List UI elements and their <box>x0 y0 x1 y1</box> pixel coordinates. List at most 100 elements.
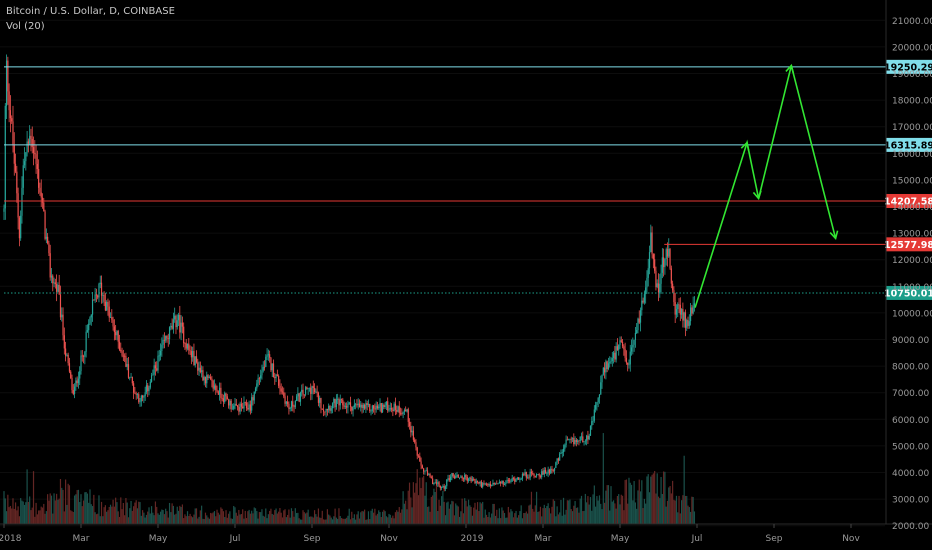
volume-bar <box>516 517 518 524</box>
candle-body <box>280 388 282 392</box>
candle-body <box>75 380 77 387</box>
volume-bar <box>304 513 307 524</box>
candle-body <box>524 472 526 475</box>
volume-bar <box>648 492 651 524</box>
volume-bar <box>157 513 159 524</box>
volume-bar <box>443 501 445 524</box>
volume-bar <box>571 511 574 524</box>
candle-body <box>22 165 24 188</box>
volume-bars <box>3 433 696 524</box>
volume-bar <box>65 479 67 524</box>
candle-body <box>272 363 275 378</box>
candle-body <box>225 393 227 397</box>
volume-bar <box>416 469 418 524</box>
volume-bar <box>165 508 167 524</box>
volume-bar <box>595 506 597 524</box>
candle-body <box>430 477 432 479</box>
candle-body <box>432 478 434 485</box>
candle-body <box>20 215 22 239</box>
volume-bar <box>8 507 10 524</box>
volume-bar <box>321 510 323 524</box>
volume-bar <box>185 516 187 524</box>
candle-body <box>163 339 166 341</box>
candle-body <box>455 476 457 478</box>
volume-bar <box>465 500 467 524</box>
volume-legend[interactable]: Vol (20) <box>6 21 45 32</box>
volume-bar <box>482 501 484 524</box>
volume-bar <box>340 518 343 524</box>
candle-body <box>633 339 635 345</box>
candle-body <box>150 375 153 382</box>
volume-bar <box>511 511 513 524</box>
projection-line[interactable] <box>694 65 837 308</box>
volume-bar <box>444 515 447 524</box>
candle-body <box>460 476 462 478</box>
candle-body <box>439 485 441 488</box>
volume-bar <box>319 517 321 524</box>
volume-bar <box>242 509 244 524</box>
volume-bar <box>279 508 281 524</box>
volume-bar <box>31 507 33 524</box>
candle-body <box>429 474 431 478</box>
volume-bar <box>474 502 476 524</box>
volume-bar <box>339 516 341 524</box>
volume-bar <box>140 515 142 524</box>
candle-body <box>112 319 114 327</box>
candle-body <box>115 332 117 336</box>
volume-bar <box>270 508 272 524</box>
volume-bar <box>438 499 440 524</box>
candle-body <box>478 482 480 484</box>
candle-body <box>521 473 524 479</box>
volume-bar <box>566 500 568 524</box>
candle-body <box>487 484 489 486</box>
candle-body <box>322 409 325 412</box>
volume-bar <box>415 483 417 524</box>
candle-body <box>288 403 290 409</box>
volume-bar <box>231 518 234 524</box>
volume-bar <box>161 509 163 524</box>
volume-bar <box>638 479 640 524</box>
volume-bar <box>687 505 689 524</box>
volume-bar <box>483 517 485 524</box>
volume-bar <box>462 513 465 524</box>
candle-body <box>185 343 187 349</box>
volume-bar <box>9 505 12 524</box>
volume-bar <box>233 505 235 524</box>
candle-body <box>224 393 226 402</box>
volume-bar <box>302 510 304 524</box>
volume-bar <box>498 508 500 524</box>
volume-bar <box>275 508 277 524</box>
candle-body <box>366 403 368 406</box>
candle-body <box>571 437 574 439</box>
volume-bar <box>176 506 178 524</box>
candle-body <box>335 399 337 408</box>
volume-bar <box>480 503 482 524</box>
volume-bar <box>113 506 115 524</box>
candle-body <box>121 351 123 356</box>
candle-body <box>688 321 690 326</box>
volume-bar <box>559 512 561 524</box>
candle-body <box>176 320 178 328</box>
candle-body <box>14 163 17 172</box>
candle-body <box>465 474 467 478</box>
candle-body <box>598 394 601 398</box>
candle-body <box>18 217 20 239</box>
candle-body <box>591 421 593 426</box>
candle-body <box>364 404 366 409</box>
candle-body <box>333 398 335 404</box>
volume-bar <box>106 511 108 524</box>
candle-body <box>456 474 458 477</box>
volume-bar <box>258 512 260 524</box>
candle-body <box>262 366 264 371</box>
volume-bar <box>389 514 391 524</box>
candle-body <box>243 402 245 409</box>
volume-bar <box>274 510 276 524</box>
volume-bar <box>663 471 665 524</box>
volume-bar <box>199 510 201 524</box>
candle-body <box>50 275 53 278</box>
volume-bar <box>177 510 180 524</box>
volume-bar <box>301 519 303 524</box>
volume-bar <box>475 509 477 524</box>
symbol-legend[interactable]: Bitcoin / U.S. Dollar, D, COINBASE <box>6 6 175 17</box>
